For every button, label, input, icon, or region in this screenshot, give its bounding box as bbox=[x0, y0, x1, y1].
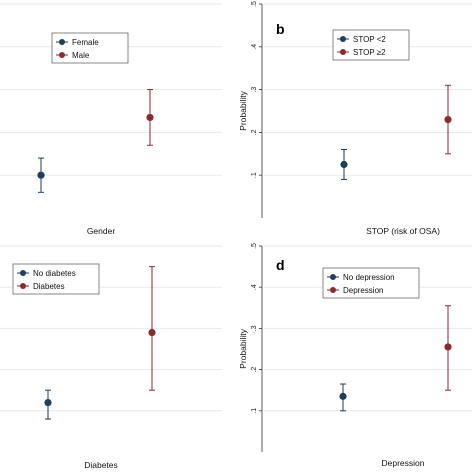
point-estimate bbox=[37, 171, 45, 179]
point-estimate bbox=[148, 328, 156, 337]
y-axis-title: Probability bbox=[238, 328, 248, 368]
point-estimate bbox=[146, 113, 154, 122]
legend-entry: Male bbox=[72, 51, 90, 60]
y-tick-label: .5 bbox=[251, 243, 258, 249]
x-axis-title: Depression bbox=[382, 458, 425, 468]
legend-key-marker bbox=[330, 274, 336, 280]
legend-box bbox=[51, 32, 129, 64]
legend-box bbox=[332, 29, 410, 61]
x-axis-title: Diabetes bbox=[84, 460, 118, 470]
legend-entry: Diabetes bbox=[33, 282, 65, 291]
y-tick-label: .1 bbox=[251, 172, 258, 178]
y-tick-label: .4 bbox=[251, 44, 258, 50]
legend-key-marker bbox=[340, 49, 346, 55]
x-axis-title: Gender bbox=[87, 226, 116, 236]
legend-box bbox=[322, 267, 420, 299]
point-estimate bbox=[444, 343, 452, 351]
y-tick-label: .2 bbox=[251, 367, 258, 373]
legend-entry: STOP <2 bbox=[353, 35, 386, 44]
legend-entry: STOP ≥2 bbox=[353, 48, 386, 57]
legend-entry: No diabetes bbox=[33, 269, 76, 278]
legend-key-marker bbox=[59, 39, 65, 45]
point-estimate bbox=[339, 392, 347, 400]
legend-entry: No depression bbox=[343, 273, 395, 282]
y-tick-label: .3 bbox=[251, 87, 258, 93]
panel-letter: b bbox=[276, 21, 285, 37]
y-tick-label: .3 bbox=[251, 325, 258, 331]
legend-key-marker bbox=[20, 270, 26, 276]
y-tick-label: .4 bbox=[251, 284, 258, 290]
legend-key-marker bbox=[330, 287, 336, 293]
legend-key-marker bbox=[59, 52, 65, 58]
x-axis-title: STOP (risk of OSA) bbox=[366, 226, 440, 236]
legend-key-marker bbox=[340, 36, 346, 42]
point-estimate bbox=[444, 115, 452, 124]
legend-box bbox=[12, 263, 100, 295]
y-tick-label: .2 bbox=[251, 129, 258, 135]
point-estimate bbox=[44, 398, 52, 407]
y-axis-title: Probability bbox=[238, 90, 248, 130]
legend-entry: Depression bbox=[343, 286, 383, 295]
y-tick-label: .5 bbox=[251, 1, 258, 7]
y-tick-label: .1 bbox=[251, 408, 258, 414]
point-estimate bbox=[340, 160, 348, 169]
panel-letter: d bbox=[276, 257, 285, 273]
legend-entry: Female bbox=[72, 38, 99, 47]
legend-key-marker bbox=[20, 283, 26, 289]
